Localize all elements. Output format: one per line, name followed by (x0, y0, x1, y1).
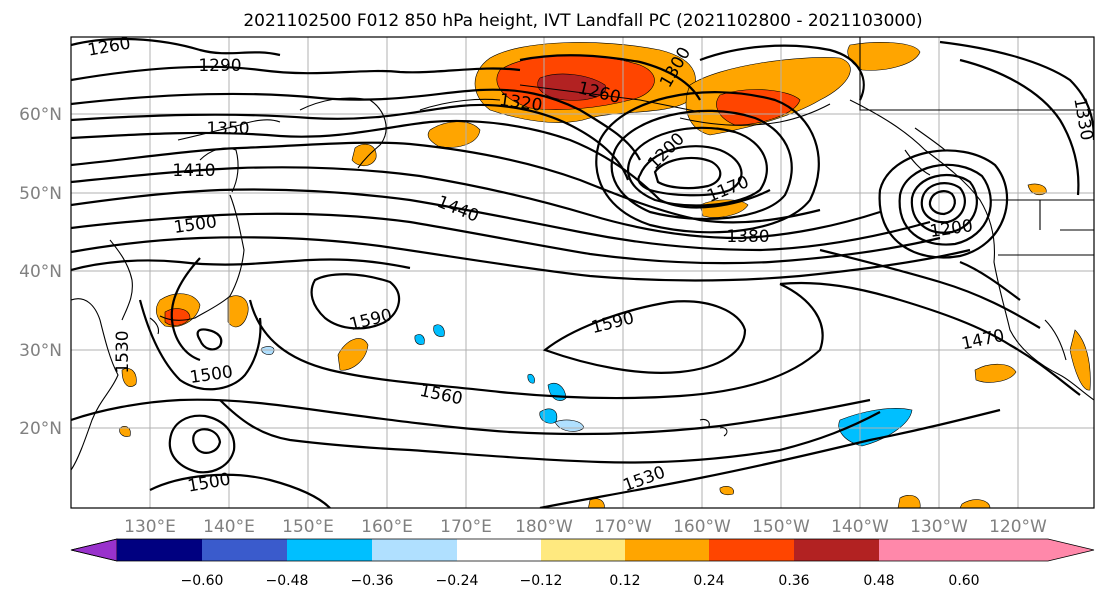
lat-tick-label: 60°N (19, 105, 62, 125)
contour-label: 1260 (86, 33, 132, 60)
colorbar-extend-min (70, 538, 118, 562)
contour-label: 1290 (198, 56, 241, 76)
contour-label: 1350 (206, 119, 249, 139)
colorbar-tick-label: 0.48 (863, 573, 894, 589)
colorbar-segment (541, 539, 625, 561)
lon-tick-label: 120°W (989, 517, 1047, 537)
figure-title: 2021102500 F012 850 hPa height, IVT Land… (243, 11, 922, 31)
colorbar-tick-label: 0.12 (609, 573, 640, 589)
lat-tick-label: 20°N (19, 419, 62, 439)
latitude-ticks: 60°N 50°N 40°N 30°N 20°N (19, 105, 62, 439)
lat-tick-label: 30°N (19, 341, 62, 361)
lon-tick-label: 170°W (594, 517, 652, 537)
colorbar-tick-label: 0.60 (948, 573, 979, 589)
colorbar-segment (625, 539, 709, 561)
colorbar-extend-max (964, 539, 1094, 561)
colorbar-tick-label: −0.12 (520, 573, 563, 589)
lon-tick-label: 160°W (673, 517, 731, 537)
lon-tick-label: 130°E (124, 517, 176, 537)
contour-label: 1410 (172, 161, 215, 181)
lon-tick-label: 130°W (910, 517, 968, 537)
colorbar-tick-label: 0.24 (693, 573, 724, 589)
longitude-ticks: 130°E 140°E 150°E 160°E 170°E 180°W 170°… (124, 517, 1047, 537)
lon-tick-label: 150°E (282, 517, 334, 537)
lon-tick-label: 150°W (752, 517, 810, 537)
contour-label: 1380 (726, 227, 769, 247)
colorbar-segment (287, 539, 372, 561)
height-contours (71, 37, 1094, 508)
colorbar-segment (457, 539, 541, 561)
lon-tick-label: 170°E (440, 517, 492, 537)
colorbar-tick-label: −0.24 (436, 573, 479, 589)
colorbar: −0.60 −0.48 −0.36 −0.24 −0.12 0.12 0.24 … (70, 538, 1095, 589)
lon-tick-label: 160°E (361, 517, 413, 537)
colorbar-tick-label: 0.36 (778, 573, 809, 589)
colorbar-segment (879, 539, 964, 561)
colorbar-segment (794, 539, 879, 561)
colorbar-tick-label: −0.36 (351, 573, 394, 589)
colorbar-segment (202, 539, 287, 561)
colorbar-segment (372, 539, 457, 561)
colorbar-tick-label: −0.60 (181, 573, 224, 589)
colorbar-segment (709, 539, 794, 561)
lon-tick-label: 140°E (203, 517, 255, 537)
map-frame (70, 36, 1095, 509)
coastlines (71, 37, 1094, 471)
contour-label: 1530 (113, 330, 133, 373)
colorbar-tick-label: −0.48 (266, 573, 309, 589)
lat-tick-label: 50°N (19, 184, 62, 204)
lon-tick-label: 180°W (515, 517, 573, 537)
lon-tick-label: 140°W (831, 517, 889, 537)
ivt-positive-shading (119, 42, 1091, 508)
map-area: 1260 1290 1320 1350 1410 1500 1440 1380 … (71, 33, 1094, 508)
colorbar-segment (117, 539, 202, 561)
lat-tick-label: 40°N (19, 262, 62, 282)
